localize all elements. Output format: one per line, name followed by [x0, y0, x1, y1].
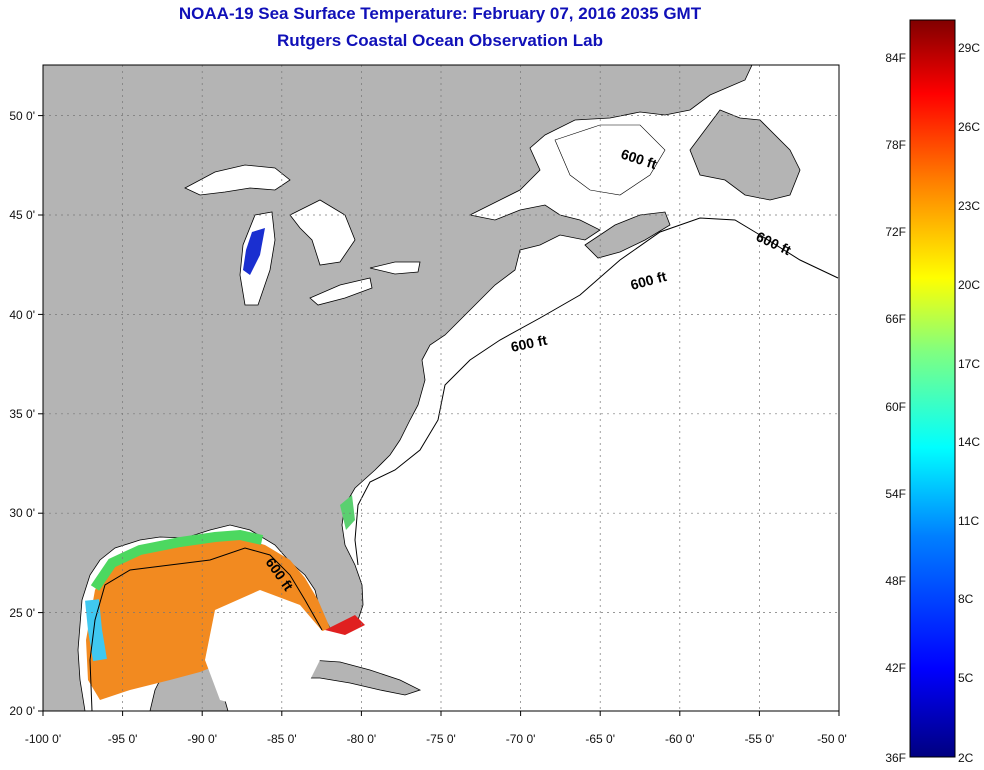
colorbar-c-label: 29C: [958, 41, 980, 55]
gulf-sst-coastal-green: [90, 529, 264, 591]
colorbar-f-label: 84F: [885, 51, 906, 65]
lake-superior: [184, 164, 291, 196]
gulf-st-lawrence: [554, 124, 666, 196]
contour-600ft-atlantic: [354, 217, 839, 566]
land-newfoundland: [689, 109, 801, 201]
colorbar-f-label: 78F: [885, 138, 906, 152]
florida-coastal-sst: [340, 495, 355, 530]
gulf-sst-coastal-cyan: [85, 599, 107, 662]
gulf-sst-warm: [86, 538, 330, 700]
lake-huron: [289, 199, 356, 266]
land-north-america: [43, 65, 753, 711]
colorbar-f-label: 66F: [885, 312, 906, 326]
colorbar-f-label: 54F: [885, 487, 906, 501]
x-tick-label: -50 0': [817, 732, 847, 746]
colorbar-f-label: 72F: [885, 225, 906, 239]
x-tick-label: -90 0': [187, 732, 217, 746]
y-tick-label: 20 0': [9, 704, 35, 718]
x-tick-label: -55 0': [745, 732, 775, 746]
colorbar: [909, 19, 956, 758]
y-tick-label: 25 0': [9, 606, 35, 620]
colorbar-f-label: 36F: [885, 751, 906, 765]
y-tick-labels: 20 0' 25 0' 30 0' 35 0' 40 0' 45 0' 50 0…: [9, 109, 35, 718]
colorbar-c-label: 17C: [958, 357, 980, 371]
lake-erie: [309, 277, 373, 306]
x-tick-label: -100 0': [25, 732, 61, 746]
contour-label-4: 600 ft: [509, 332, 548, 355]
colorbar-c-label: 14C: [958, 435, 980, 449]
y-tick-label: 50 0': [9, 109, 35, 123]
colorbar-f-label: 42F: [885, 661, 906, 675]
colorbar-c-label: 11C: [958, 514, 979, 528]
colorbar-c-label: 2C: [958, 751, 974, 765]
y-tick-label: 45 0': [9, 208, 35, 222]
grid-lines: [43, 65, 839, 711]
colorbar-c-label: 26C: [958, 120, 980, 134]
map-subtitle: Rutgers Coastal Ocean Observation Lab: [277, 31, 603, 50]
y-tick-label: 30 0': [9, 506, 35, 520]
x-tick-label: -95 0': [108, 732, 138, 746]
map-title: NOAA-19 Sea Surface Temperature: Februar…: [178, 4, 702, 23]
x-tick-label: -65 0': [585, 732, 615, 746]
land-nova-scotia: [584, 211, 671, 259]
x-tick-label: -80 0': [347, 732, 377, 746]
contour-600ft-gulf: [89, 547, 323, 711]
colorbar-c-label: 20C: [958, 278, 980, 292]
y-tick-label: 40 0': [9, 308, 35, 322]
colorbar-fahrenheit-labels: 84F 78F 72F 66F 60F 54F 48F 42F 36F: [885, 51, 906, 765]
x-tick-label: -85 0': [267, 732, 297, 746]
colorbar-c-label: 23C: [958, 199, 980, 213]
land-cuba: [284, 659, 422, 696]
x-tick-label: -70 0': [506, 732, 536, 746]
colorbar-celsius-labels: 29C 26C 23C 20C 17C 14C 11C 8C 5C 2C: [958, 41, 980, 765]
gulf-sst-cloud-gap: [205, 590, 330, 711]
x-tick-label: -60 0': [665, 732, 695, 746]
colorbar-c-label: 8C: [958, 592, 974, 606]
colorbar-f-label: 48F: [885, 574, 906, 588]
florida-keys-sst: [325, 615, 365, 635]
colorbar-c-label: 5C: [958, 671, 974, 685]
axis-ticks: [38, 115, 840, 716]
lake-michigan-cold-patch: [243, 228, 265, 275]
colorbar-f-label: 60F: [885, 400, 906, 414]
x-tick-labels: -100 0' -95 0' -90 0' -85 0' -80 0' -75 …: [25, 732, 847, 746]
y-tick-label: 35 0': [9, 407, 35, 421]
x-tick-label: -75 0': [426, 732, 456, 746]
lake-ontario: [369, 261, 421, 275]
